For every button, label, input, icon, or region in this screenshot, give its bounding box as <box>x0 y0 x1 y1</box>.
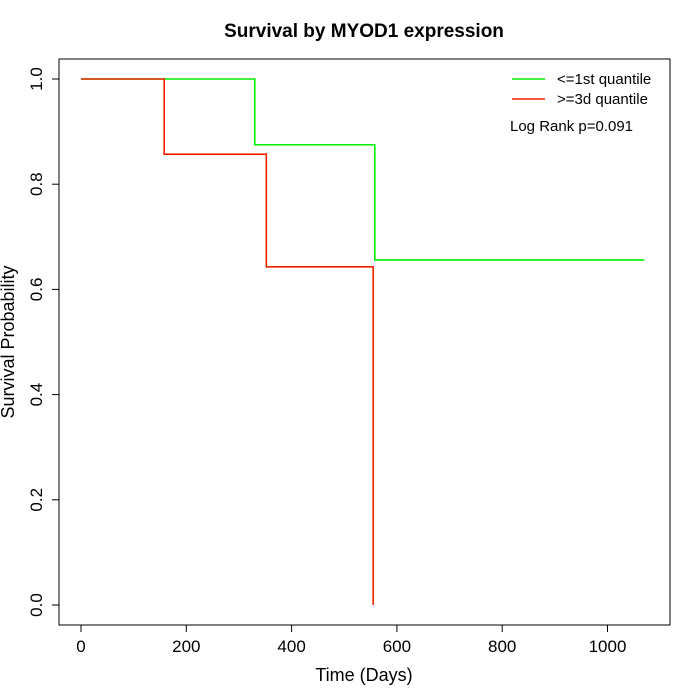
x-tick-label: 0 <box>76 637 85 656</box>
legend-label-series-1: <=1st quantile <box>557 71 651 88</box>
x-axis: 0 200 400 600 800 1000 <box>76 624 627 656</box>
x-tick-label: 1000 <box>589 637 627 656</box>
legend: <=1st quantile >=3d quantile <box>512 71 651 108</box>
log-rank-annotation: Log Rank p=0.091 <box>510 118 633 135</box>
y-tick-label: 0.8 <box>27 172 46 196</box>
survival-curve-series-1 <box>81 78 645 261</box>
y-tick-label: 1.0 <box>27 67 46 91</box>
y-axis-label: Survival Probability <box>0 265 18 418</box>
x-tick-label: 800 <box>488 637 516 656</box>
plot-frame <box>58 58 671 626</box>
x-axis-label: Time (Days) <box>315 665 412 685</box>
y-axis: 0.0 0.2 0.4 0.6 0.8 1.0 <box>27 67 60 617</box>
survival-curve-series-2 <box>81 78 375 605</box>
y-tick-label: 0.2 <box>27 488 46 512</box>
x-tick-label: 200 <box>172 637 200 656</box>
y-tick-label: 0.0 <box>27 593 46 617</box>
y-tick-label: 0.4 <box>27 383 46 407</box>
legend-label-series-2: >=3d quantile <box>557 91 648 108</box>
x-tick-label: 600 <box>383 637 411 656</box>
x-tick-label: 400 <box>277 637 305 656</box>
chart-title: Survival by MYOD1 expression <box>224 21 504 42</box>
series-layer <box>81 78 645 605</box>
y-tick-label: 0.6 <box>27 278 46 302</box>
